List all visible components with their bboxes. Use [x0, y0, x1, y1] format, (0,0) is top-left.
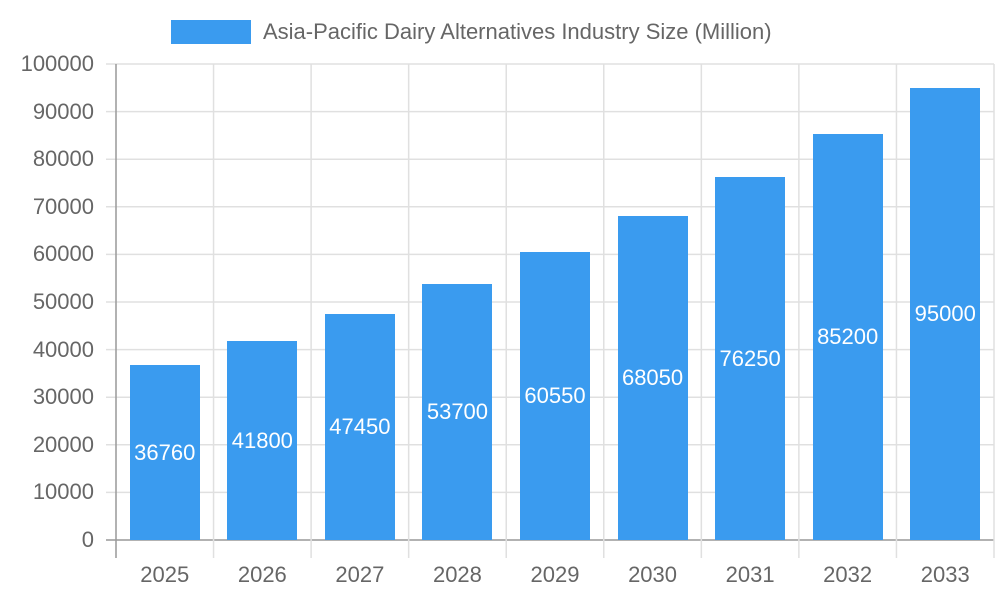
- bar-value-label: 41800: [231, 427, 293, 453]
- bar-value-label: 47450: [329, 414, 391, 440]
- x-tick-label: 2032: [823, 562, 873, 587]
- bar-2026[interactable]: [227, 341, 298, 540]
- bar-2030[interactable]: [617, 216, 688, 540]
- y-tick-label: 10000: [32, 479, 94, 505]
- bar-value-label: 95000: [914, 300, 976, 326]
- x-tick-label: 2029: [530, 562, 580, 587]
- y-tick-label: 60000: [32, 241, 94, 267]
- x-tick-label: 2027: [335, 562, 385, 587]
- bar-2033[interactable]: [910, 87, 981, 540]
- bar-value-label: 85200: [817, 324, 879, 350]
- bar-2029[interactable]: [520, 251, 590, 540]
- bar-value-label: 60550: [524, 382, 586, 408]
- y-tick-label: 40000: [32, 336, 94, 362]
- bar-value-label: 53700: [426, 399, 489, 425]
- bar-value-label: 36760: [134, 439, 196, 465]
- x-tick-label: 2026: [237, 562, 287, 587]
- y-tick-label: 50000: [32, 289, 94, 314]
- legend[interactable]: Asia-Pacific Dairy Alternatives Industry…: [171, 19, 772, 45]
- x-tick-label: 2030: [628, 562, 678, 587]
- legend-label: Asia-Pacific Dairy Alternatives Industry…: [263, 19, 772, 44]
- x-tick-label: 2028: [432, 562, 482, 587]
- bar-2028[interactable]: [422, 284, 493, 540]
- y-tick-label: 100000: [20, 51, 94, 76]
- x-tick-label: 2033: [920, 562, 970, 587]
- bar-2031[interactable]: [715, 177, 786, 540]
- bar-2027[interactable]: [324, 314, 395, 540]
- bar-2032[interactable]: [812, 134, 883, 540]
- bar-value-label: 76250: [719, 345, 781, 371]
- y-tick-label: 80000: [32, 146, 94, 172]
- legend-swatch: [171, 20, 251, 44]
- bar-2025[interactable]: [129, 365, 200, 540]
- x-tick-label: 2025: [140, 562, 190, 587]
- y-tick-label: 30000: [32, 384, 94, 410]
- y-tick-label: 20000: [32, 431, 94, 457]
- y-tick-label: 70000: [32, 193, 94, 219]
- y-tick-label: 90000: [32, 98, 94, 124]
- x-tick-label: 2031: [725, 562, 775, 587]
- y-tick-label: 0: [81, 527, 94, 552]
- bar-value-label: 68050: [621, 365, 684, 391]
